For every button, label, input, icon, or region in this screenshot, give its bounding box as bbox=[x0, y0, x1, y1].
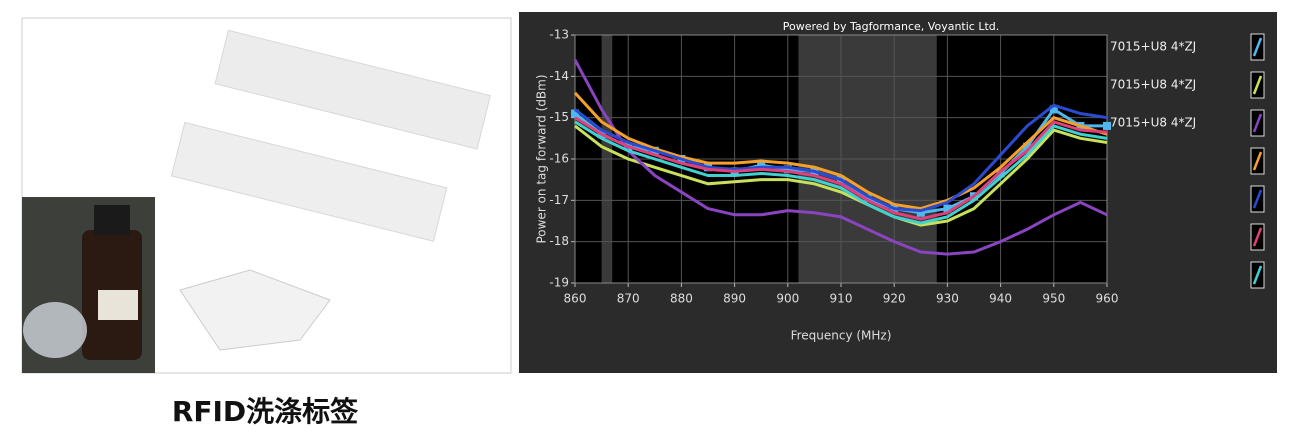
legend-swatch-line bbox=[1252, 113, 1263, 133]
x-tick-label: 880 bbox=[670, 292, 693, 306]
bottle-cap bbox=[94, 205, 130, 235]
y-tick-label: -17 bbox=[549, 193, 569, 207]
y-tick-label: -16 bbox=[549, 152, 569, 166]
legend-label: 7015+U8 4*ZJ bbox=[1110, 78, 1196, 92]
x-tick-label: 860 bbox=[564, 292, 587, 306]
y-tick-label: -15 bbox=[549, 110, 569, 124]
series-marker bbox=[996, 169, 1005, 178]
series-marker bbox=[757, 161, 766, 170]
legend-label: 7015+U8 4*ZJ bbox=[1110, 40, 1196, 54]
beaker bbox=[23, 302, 87, 358]
legend-swatch-line bbox=[1252, 189, 1263, 209]
crack-image bbox=[179, 269, 331, 351]
x-tick-label: 900 bbox=[776, 292, 799, 306]
legend-swatch-line bbox=[1252, 75, 1263, 95]
series-line bbox=[573, 91, 1108, 211]
tag-image bbox=[170, 29, 491, 242]
series-marker bbox=[571, 109, 579, 118]
legend-swatch-line bbox=[1252, 37, 1263, 57]
y-axis-label: Power on tag forward (dBm) bbox=[535, 74, 549, 243]
series-marker bbox=[943, 204, 952, 213]
series-marker bbox=[916, 208, 925, 217]
legend-swatch-line bbox=[1252, 227, 1263, 247]
x-tick-label: 940 bbox=[989, 292, 1012, 306]
legend-label: 7015+U8 4*ZJ bbox=[1110, 116, 1196, 130]
series-line bbox=[574, 103, 1108, 213]
x-tick-label: 910 bbox=[830, 292, 853, 306]
caption: RFID洗涤标签 bbox=[172, 395, 358, 428]
series-marker bbox=[863, 194, 872, 203]
legend-swatch-line bbox=[1252, 265, 1263, 285]
x-tick-label: 890 bbox=[723, 292, 746, 306]
series-line bbox=[574, 116, 1108, 221]
series-line bbox=[574, 124, 1108, 227]
series-marker bbox=[783, 165, 792, 174]
series-marker bbox=[1023, 142, 1032, 151]
chart-title: Powered by Tagformance, Voyantic Ltd. bbox=[783, 20, 1000, 33]
y-tick-label: -18 bbox=[549, 234, 569, 248]
y-tick-label: -14 bbox=[549, 69, 569, 83]
y-tick-label: -13 bbox=[549, 28, 569, 42]
legend-swatch-line bbox=[1252, 151, 1263, 171]
x-tick-label: 960 bbox=[1096, 292, 1119, 306]
bottle-label bbox=[98, 290, 138, 320]
x-axis-label: Frequency (MHz) bbox=[791, 329, 892, 343]
plot-border bbox=[574, 34, 1108, 284]
product-photo bbox=[21, 17, 512, 374]
x-tick-label: 920 bbox=[883, 292, 906, 306]
x-tick-label: 930 bbox=[936, 292, 959, 306]
y-tick-label: -19 bbox=[549, 276, 569, 290]
chart: -19 -18 -17 -16 -15 -14 -13 860 870 880 890 900 910 9… bbox=[535, 20, 1265, 343]
series-marker bbox=[1103, 121, 1111, 130]
series-line bbox=[573, 59, 1108, 256]
series-marker bbox=[1049, 105, 1058, 114]
series-line bbox=[574, 120, 1108, 225]
x-tick-label: 950 bbox=[1042, 292, 1065, 306]
x-tick-label: 870 bbox=[617, 292, 640, 306]
